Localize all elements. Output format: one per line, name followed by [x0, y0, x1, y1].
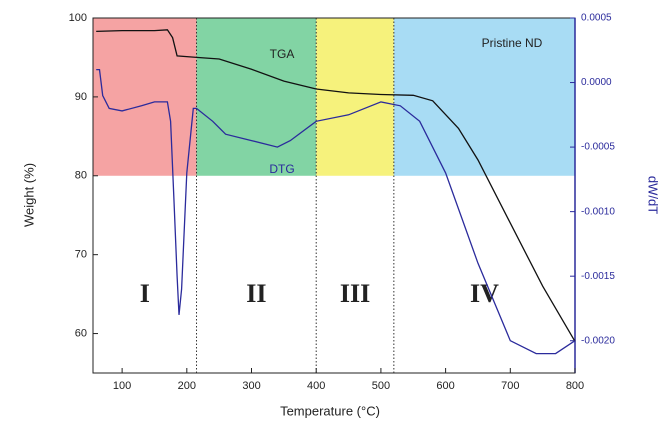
y-axis-label: Weight (%)	[21, 163, 36, 227]
y-tick-label: 80	[75, 170, 87, 182]
region-label: II	[246, 279, 266, 308]
region-label: III	[340, 279, 370, 308]
region	[93, 18, 197, 176]
x-tick-label: 200	[178, 380, 196, 392]
y-tick-label: 70	[75, 249, 87, 261]
y-tick-label: 90	[75, 91, 87, 103]
series-line	[96, 68, 576, 355]
x-tick-label: 100	[113, 380, 131, 392]
y2-tick-label: -0.0010	[581, 206, 615, 217]
region	[316, 18, 394, 176]
x-tick-label: 800	[566, 380, 584, 392]
region	[393, 18, 575, 176]
x-tick-label: 300	[242, 380, 260, 392]
x-tick-label: 500	[372, 380, 390, 392]
x-tick-label: 400	[307, 380, 325, 392]
y2-tick-label: -0.0015	[581, 271, 615, 282]
region	[196, 18, 317, 176]
y2-axis-label: dW/dT	[646, 176, 661, 214]
x-tick-label: 600	[436, 380, 454, 392]
series-line	[96, 29, 576, 342]
y2-tick-label: 0.0005	[581, 13, 612, 24]
x-tick-label: 700	[501, 380, 519, 392]
y-tick-label: 100	[69, 12, 87, 24]
y2-tick-label: -0.0020	[581, 335, 615, 346]
series-label: DTG	[269, 162, 294, 176]
y2-tick-label: -0.0005	[581, 142, 615, 153]
x-axis-label: Temperature (°C)	[280, 403, 380, 418]
region-label: I	[140, 279, 150, 308]
annotation: Pristine ND	[482, 36, 543, 50]
y-tick-label: 60	[75, 327, 87, 339]
y2-tick-label: 0.0000	[581, 77, 612, 88]
series-label: TGA	[270, 47, 295, 61]
